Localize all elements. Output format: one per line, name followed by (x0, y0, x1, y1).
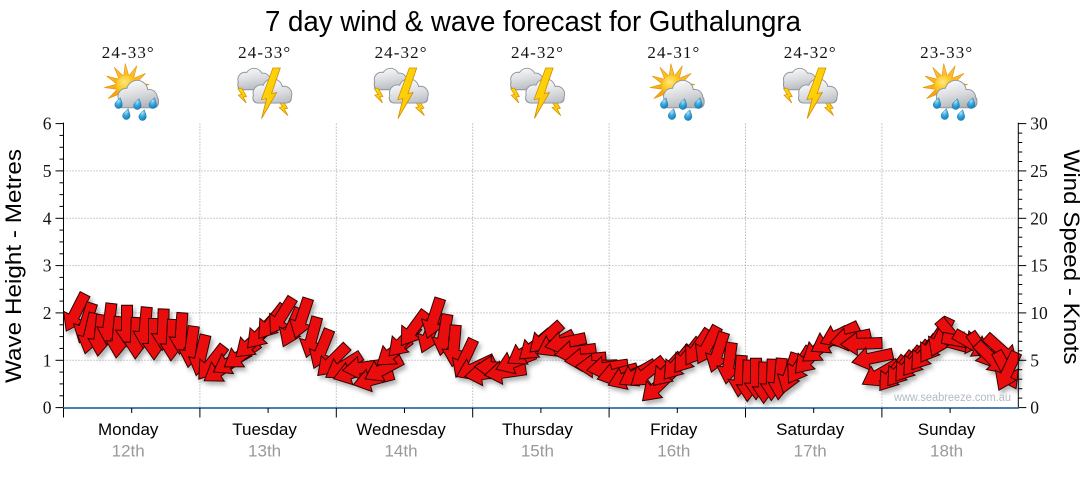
svg-text:18th: 18th (930, 442, 963, 461)
svg-text:4: 4 (43, 208, 52, 228)
svg-text:Saturday: Saturday (776, 420, 845, 439)
svg-text:24-32°: 24-32° (784, 43, 837, 62)
svg-text:Sunday: Sunday (918, 420, 976, 439)
svg-text:6: 6 (43, 114, 52, 134)
svg-text:24-33°: 24-33° (238, 43, 291, 62)
svg-text:24-32°: 24-32° (511, 43, 564, 62)
svg-text:7 day wind & wave forecast for: 7 day wind & wave forecast for Guthalung… (265, 6, 802, 38)
svg-text:23-33°: 23-33° (920, 43, 973, 62)
svg-text:Wind Speed - Knots: Wind Speed - Knots (1059, 150, 1080, 365)
svg-text:25: 25 (1030, 161, 1048, 181)
svg-text:3: 3 (43, 256, 52, 276)
svg-text:5: 5 (43, 161, 52, 181)
svg-text:Wave Height - Metres: Wave Height - Metres (1, 149, 26, 383)
svg-text:15th: 15th (521, 442, 554, 461)
svg-text:24-33°: 24-33° (102, 43, 155, 62)
svg-text:0: 0 (1030, 398, 1039, 418)
svg-text:Wednesday: Wednesday (356, 420, 446, 439)
svg-text:10: 10 (1030, 303, 1048, 323)
svg-text:24-32°: 24-32° (375, 43, 428, 62)
svg-text:0: 0 (43, 398, 52, 418)
svg-text:Friday: Friday (650, 420, 698, 439)
svg-text:20: 20 (1030, 208, 1048, 228)
svg-text:www.seabreeze.com.au: www.seabreeze.com.au (893, 392, 1011, 404)
svg-text:Tuesday: Tuesday (232, 420, 297, 439)
svg-text:2: 2 (43, 303, 52, 323)
svg-text:30: 30 (1030, 114, 1048, 134)
svg-text:15: 15 (1030, 256, 1048, 276)
svg-text:17th: 17th (794, 442, 827, 461)
svg-text:Thursday: Thursday (502, 420, 573, 439)
svg-text:1: 1 (43, 350, 52, 370)
svg-text:13th: 13th (248, 442, 281, 461)
svg-text:Monday: Monday (98, 420, 159, 439)
svg-text:24-31°: 24-31° (647, 43, 700, 62)
svg-text:14th: 14th (384, 442, 417, 461)
svg-text:12th: 12th (112, 442, 145, 461)
svg-text:16th: 16th (657, 442, 690, 461)
svg-text:5: 5 (1030, 350, 1039, 370)
